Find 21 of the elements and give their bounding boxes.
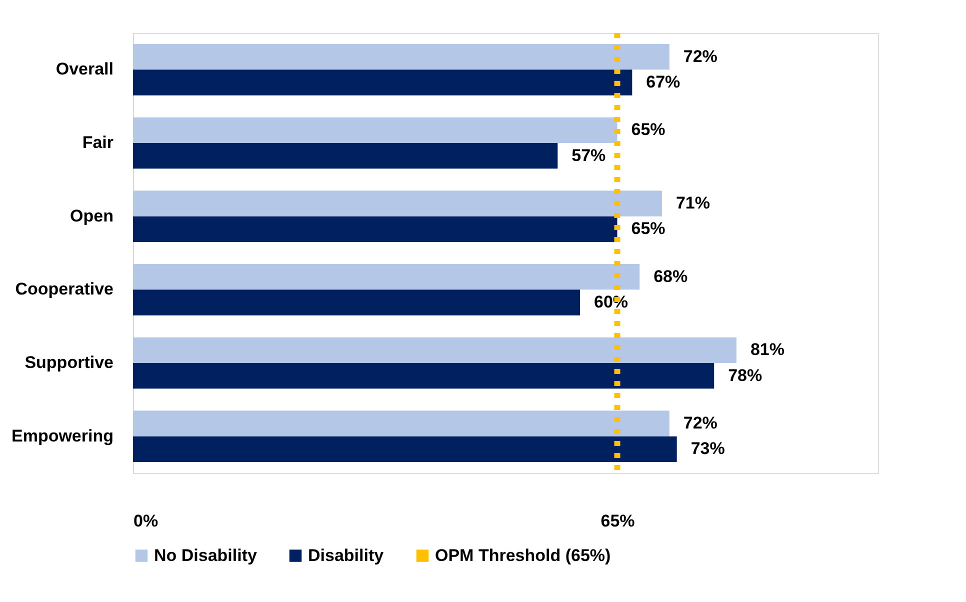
data-label: 78% bbox=[728, 366, 762, 385]
y-tick-label: Empowering bbox=[11, 426, 114, 446]
y-tick-label: Overall bbox=[56, 60, 114, 79]
data-label: 65% bbox=[631, 120, 666, 140]
legend-label: Disability bbox=[308, 546, 384, 565]
data-label: 81% bbox=[750, 340, 784, 360]
data-label: 57% bbox=[572, 146, 606, 165]
data-label: 71% bbox=[676, 194, 710, 212]
data-label: 65% bbox=[631, 219, 666, 238]
data-label: 73% bbox=[690, 439, 725, 458]
data-label: 68% bbox=[654, 266, 688, 286]
y-tick-label: Open bbox=[70, 206, 114, 226]
legend-label: OPM Threshold (65%) bbox=[435, 546, 611, 565]
x-tick-label: 0% bbox=[134, 512, 158, 530]
y-tick-label: Fair bbox=[82, 133, 114, 152]
y-tick-label: Supportive bbox=[24, 353, 114, 372]
data-label: 67% bbox=[646, 72, 680, 92]
data-label: 72% bbox=[683, 414, 718, 432]
data-label: 72% bbox=[683, 46, 718, 66]
y-tick-label: Cooperative bbox=[15, 280, 114, 299]
legend-label: No Disability bbox=[154, 546, 258, 565]
